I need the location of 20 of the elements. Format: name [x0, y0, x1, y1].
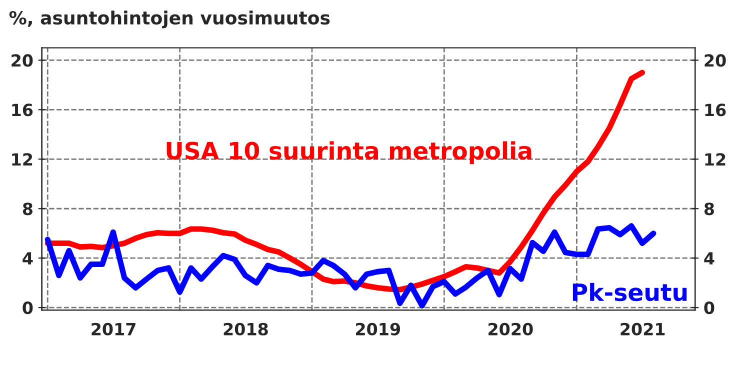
y-tick-label: 4 [22, 252, 33, 264]
x-tick-label: 2021 [620, 322, 665, 336]
y2-tick-label: 16 [705, 104, 726, 116]
chart-title: %, asuntohintojen vuosimuutos [9, 10, 330, 28]
y-tick-label: 16 [12, 104, 33, 116]
y2-tick-label: 4 [704, 252, 714, 264]
x-tick-label: 2020 [488, 322, 533, 336]
series-label: USA 10 suurinta metropolia [166, 141, 532, 164]
y2-tick-label: 20 [704, 54, 726, 67]
x-tick-label: 2019 [356, 322, 400, 336]
y-tick-label: 20 [12, 54, 33, 67]
y-tick-label: 8 [22, 202, 32, 216]
y2-tick-label: 8 [704, 202, 714, 216]
y2-tick-label: 12 [705, 153, 726, 166]
y-tick-label: 12 [12, 153, 32, 166]
y-tick-label: 0 [22, 302, 33, 314]
x-tick-label: 2017 [92, 322, 136, 336]
x-tick-label: 2018 [224, 322, 268, 336]
series-label: Pk-seutu [572, 282, 687, 302]
y2-tick-label: 0 [704, 302, 714, 314]
